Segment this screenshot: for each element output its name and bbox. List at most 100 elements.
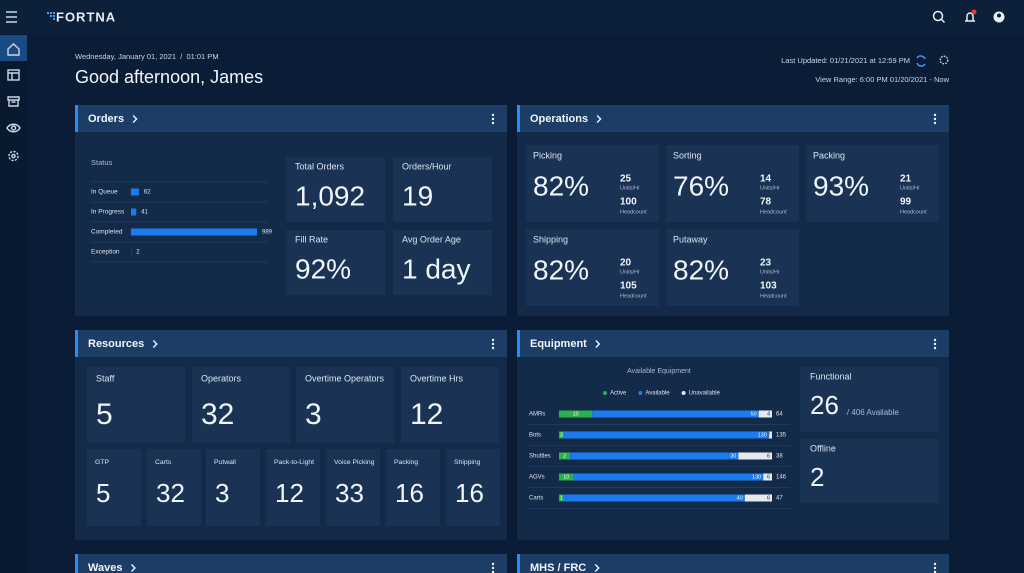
panel-menu[interactable] [491,338,495,342]
panel-accent [517,554,520,573]
home-icon[interactable] [7,43,20,56]
panel-link[interactable] [595,340,601,348]
headcount-label: Headcount [900,209,927,215]
panel-menu[interactable] [933,338,937,342]
panel-menu[interactable] [491,342,495,346]
resource-label: Putwall [214,459,236,466]
units-value: 20 [620,258,632,269]
kpi-value: 1 day [402,253,471,284]
panel-menu[interactable] [933,346,937,350]
offline-value: 2 [810,462,824,492]
panel-header [517,105,949,132]
category-label: Bots [529,433,541,439]
bar-segment [559,431,564,439]
panel-menu[interactable] [933,570,937,573]
panel-menu[interactable] [933,121,937,125]
refresh-icon[interactable] [916,55,926,67]
resource-label: Carts [155,459,172,466]
total-label: 135 [776,433,787,439]
resource-label: Staff [96,373,115,383]
resource-label: Overtime Hrs [410,373,464,383]
headcount-value: 105 [620,281,637,292]
segment-label: 10 [563,474,569,480]
panel-header [75,554,507,573]
panel-accent [75,105,78,132]
panel-menu[interactable] [933,566,937,570]
kpi-label: Fill Rate [295,234,328,244]
panel-menu[interactable] [491,346,495,350]
panel-menu[interactable] [491,566,495,570]
panel-link[interactable] [130,564,136,572]
panel-link[interactable] [594,564,600,572]
panel-menu[interactable] [491,121,495,125]
sidebar [0,34,27,573]
resource-value: 12 [275,478,304,508]
panel-title: Resources [88,338,144,350]
sidebar-icons[interactable] [6,11,21,162]
panel-menu[interactable] [491,562,495,566]
panel-header [517,330,949,357]
resource-value: 33 [335,478,364,508]
panel-menu[interactable] [933,342,937,346]
menu-icon[interactable] [6,11,17,23]
panel-menu[interactable] [933,113,937,117]
card [666,229,799,306]
bar-segment [768,431,772,439]
panel-menu[interactable] [933,562,937,566]
total-label: 146 [776,475,787,481]
segment-label: 50 [751,411,757,417]
resource-label: Voice Picking [334,459,375,466]
panel-link[interactable] [596,115,602,123]
panel-menu[interactable] [491,570,495,573]
bell-icon[interactable] [965,12,975,22]
settings-icon[interactable] [8,150,19,162]
bar-segment [573,473,764,481]
card [393,230,492,295]
panel-link[interactable] [152,340,158,348]
panel-accent [517,105,520,132]
card [266,449,320,526]
headcount-value: 100 [620,197,637,208]
brand: FORTNA [56,9,116,24]
table-icon[interactable] [7,69,20,81]
area-name: Picking [533,150,562,160]
panel-menu[interactable] [491,113,495,117]
sidebar-active [0,35,27,61]
resource-label: GTP [95,459,109,466]
segment-label: 130 [758,432,767,438]
resource-value: 16 [395,478,424,508]
resource-label: Operators [201,373,242,383]
segment-label: 6 [767,474,770,480]
bar [131,188,139,196]
panel-menu[interactable] [491,117,495,121]
panel-link[interactable] [132,115,138,123]
segment-label: 30 [730,453,736,459]
eye-icon[interactable] [6,123,21,133]
units-value: 14 [760,174,772,185]
resource-value: 12 [410,398,443,431]
category-label: Carts [529,496,543,502]
panel-title: Orders [88,113,124,125]
category-label: AMRs [529,412,545,418]
top-bar [0,0,1024,34]
panel-title: Waves [88,562,122,573]
legend-label: Unavailable [689,391,721,397]
segment-label: 6 [767,495,770,501]
units-value: 21 [900,174,912,185]
value-label: 2 [136,250,140,256]
legend-swatch [603,391,607,395]
bar [131,228,257,236]
search-icon[interactable] [932,10,944,22]
units-label: Units/Hr [900,185,920,191]
chart-title: Available Equipment [627,368,691,375]
panel-accent [75,554,78,573]
panel-title: Equipment [530,338,587,350]
archive-icon[interactable] [7,96,20,107]
panel-menu[interactable] [933,117,937,121]
card [526,145,659,222]
kpi-label: Avg Order Age [402,234,461,244]
resource-value: 5 [96,478,110,508]
area-percent: 93% [813,170,869,201]
view-settings-icon[interactable] [939,55,949,65]
